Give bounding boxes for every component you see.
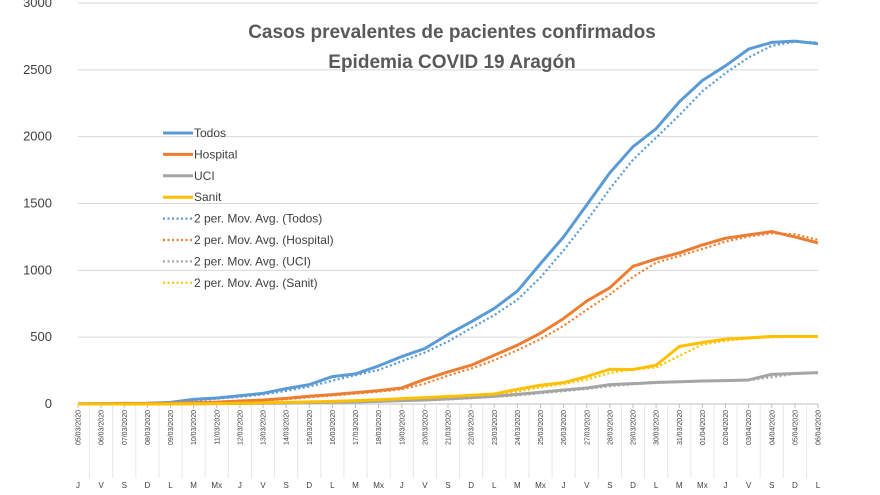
- x-tick-label: 09/03/2020: [168, 410, 175, 445]
- moving-average-line: [101, 335, 818, 406]
- x-day-label: L: [654, 481, 659, 490]
- x-tick-label: 25/03/2020: [538, 410, 545, 445]
- moving-average-line: [101, 232, 819, 405]
- gridlines: [78, 2, 818, 405]
- legend-label: Todos: [194, 126, 226, 140]
- x-day-label: V: [260, 481, 266, 490]
- y-tick-label: 3000: [23, 0, 52, 10]
- x-tick-label: 07/03/2020: [122, 410, 129, 445]
- x-axis-tick-labels: 05/03/2020 J 06/03/2020 V 07/03/2020 S 08/03/2…: [76, 404, 823, 490]
- x-tick-label: 10/03/2020: [191, 410, 198, 445]
- x-day-label: S: [283, 481, 288, 490]
- x-day-label: V: [422, 481, 428, 490]
- x-tick-label: 01/04/2020: [700, 410, 707, 445]
- x-day-label: M: [676, 481, 683, 490]
- x-tick-label: 19/03/2020: [399, 410, 406, 445]
- x-day-label: M: [352, 481, 359, 490]
- x-tick-label: 27/03/2020: [584, 410, 591, 445]
- x-day-label: V: [584, 481, 590, 490]
- x-day-label: J: [400, 481, 404, 490]
- series-line: [78, 334, 818, 406]
- x-tick-label: 31/03/2020: [677, 410, 684, 445]
- x-day-label: Mx: [211, 481, 222, 490]
- x-tick-label: 13/03/2020: [261, 410, 268, 445]
- x-tick-label: 06/03/2020: [99, 410, 106, 445]
- x-day-label: V: [98, 481, 104, 490]
- legend-label: Sanit: [194, 190, 222, 204]
- x-tick-label: 05/04/2020: [792, 410, 799, 445]
- legend-label: Hospital: [194, 147, 237, 161]
- y-axis-tick-labels: 0 500 1000 1500 2000 2500 3000: [23, 0, 52, 411]
- legend-label: 2 per. Mov. Avg. (UCI): [194, 254, 311, 268]
- x-day-label: M: [514, 481, 521, 490]
- x-tick-label: 24/03/2020: [515, 410, 522, 445]
- legend-label: 2 per. Mov. Avg. (Hospital): [194, 233, 334, 247]
- x-tick-label: 05/03/2020: [76, 410, 83, 445]
- x-day-label: Mx: [697, 481, 708, 490]
- x-day-label: D: [306, 481, 312, 490]
- x-tick-label: 06/04/2020: [816, 410, 823, 445]
- x-tick-label: 02/04/2020: [723, 410, 730, 445]
- x-tick-label: 04/04/2020: [769, 410, 776, 445]
- x-tick-label: 17/03/2020: [353, 410, 360, 445]
- x-day-label: D: [144, 481, 150, 490]
- legend-label: 2 per. Mov. Avg. (Todos): [194, 212, 322, 226]
- x-tick-label: 08/03/2020: [145, 410, 152, 445]
- x-day-label: L: [816, 481, 821, 490]
- x-day-label: D: [792, 481, 798, 490]
- x-day-label: J: [238, 481, 242, 490]
- x-tick-label: 22/03/2020: [469, 410, 476, 445]
- x-day-label: L: [492, 481, 497, 490]
- y-tick-label: 2500: [23, 62, 52, 77]
- x-day-label: Mx: [373, 481, 384, 490]
- series-line: [77, 39, 819, 406]
- x-tick-label: 03/04/2020: [746, 410, 753, 445]
- x-tick-label: 12/03/2020: [237, 410, 244, 445]
- x-day-label: L: [168, 481, 173, 490]
- y-tick-label: 500: [30, 329, 52, 344]
- x-day-label: L: [330, 481, 335, 490]
- x-tick-label: 15/03/2020: [307, 410, 314, 445]
- x-tick-label: 16/03/2020: [330, 410, 337, 445]
- x-tick-label: 29/03/2020: [631, 410, 638, 445]
- x-tick-label: 21/03/2020: [446, 410, 453, 445]
- chart-title: Casos prevalentes de pacientes confirmad…: [248, 22, 656, 43]
- x-tick-label: 23/03/2020: [492, 410, 499, 445]
- x-day-label: J: [76, 481, 80, 490]
- legend-label: 2 per. Mov. Avg. (Sanit): [194, 276, 318, 290]
- x-day-label: D: [468, 481, 474, 490]
- y-tick-label: 0: [45, 396, 52, 411]
- x-tick-label: 20/03/2020: [422, 410, 429, 445]
- y-tick-label: 1500: [23, 196, 52, 211]
- legend-label: UCI: [194, 169, 215, 183]
- x-tick-label: 28/03/2020: [607, 410, 614, 445]
- x-day-label: S: [122, 481, 127, 490]
- x-tick-label: 14/03/2020: [284, 410, 291, 445]
- x-day-label: J: [562, 481, 566, 490]
- x-day-label: M: [190, 481, 197, 490]
- x-day-label: V: [746, 481, 752, 490]
- x-tick-label: 11/03/2020: [214, 410, 221, 445]
- series-lines: [77, 39, 819, 406]
- y-tick-label: 2000: [23, 129, 52, 144]
- x-tick-label: 26/03/2020: [561, 410, 568, 445]
- x-day-label: D: [630, 481, 636, 490]
- x-day-label: S: [445, 481, 450, 490]
- chart-subtitle: Epidemia COVID 19 Aragón: [328, 52, 575, 73]
- series-line: [77, 230, 819, 406]
- x-tick-label: 30/03/2020: [654, 410, 661, 445]
- x-tick-label: 18/03/2020: [376, 410, 383, 445]
- x-day-label: J: [724, 481, 728, 490]
- x-day-label: Mx: [535, 481, 546, 490]
- x-day-label: S: [769, 481, 774, 490]
- legend: Todos Hospital UCI Sanit 2 per. Mov. Avg. (T…: [163, 126, 334, 290]
- y-tick-label: 1000: [23, 262, 52, 277]
- x-day-label: S: [607, 481, 612, 490]
